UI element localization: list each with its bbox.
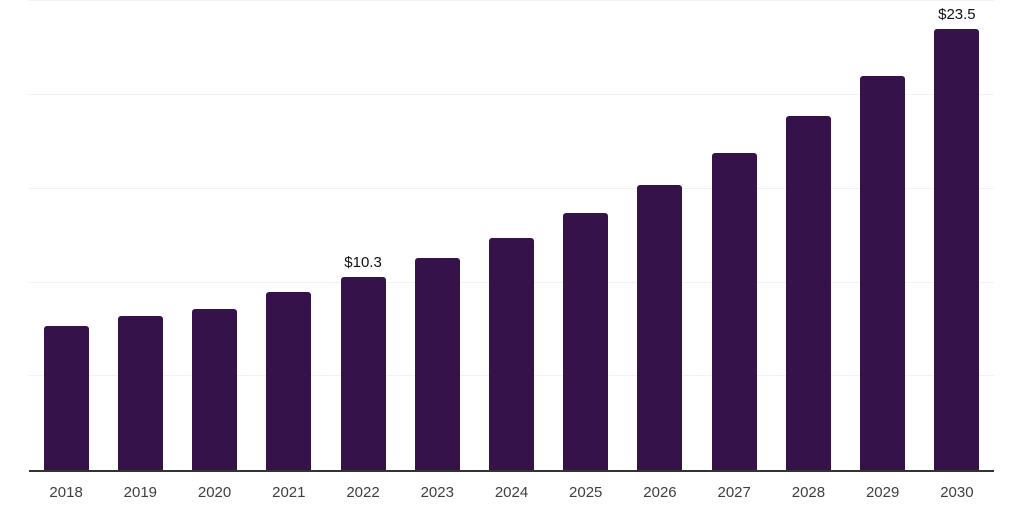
x-tick-label-2023: 2023 [420,484,454,501]
bar-2027 [711,153,757,470]
data-label-2030: $23.5 [938,6,976,24]
bar-2024 [489,237,534,470]
x-tick-label-2026: 2026 [643,484,677,501]
gridline-25 [29,0,994,2]
bar-2025 [563,213,609,470]
bar-2022 [340,276,386,470]
x-tick-label-2020: 2020 [197,484,232,501]
bar-2023 [414,258,460,470]
bar-2021 [266,291,312,470]
x-tick-label-2024: 2024 [494,484,529,501]
x-tick-label-2018: 2018 [49,484,83,501]
gridline-20 [29,94,994,95]
x-tick-label-2028: 2028 [791,484,826,501]
x-tick-label-2027: 2027 [717,484,751,501]
x-tick-label-2022: 2022 [346,484,380,501]
x-tick-label-2030: 2030 [940,484,974,501]
bar-2029 [860,76,906,470]
bar-2026 [637,185,683,470]
data-label-2022: $10.3 [344,253,382,271]
x-tick-label-2021: 2021 [272,484,306,501]
gridline-15 [29,187,994,189]
bar-2030 [934,29,980,470]
x-tick-label-2025: 2025 [569,484,603,501]
x-tick-label-2029: 2029 [865,484,900,501]
bar-2018 [43,325,89,470]
bar-2020 [192,308,238,470]
bar-2019 [117,316,163,470]
x-tick-label-2019: 2019 [123,484,158,501]
bar-2028 [785,115,831,470]
x-axis-line [29,470,994,472]
